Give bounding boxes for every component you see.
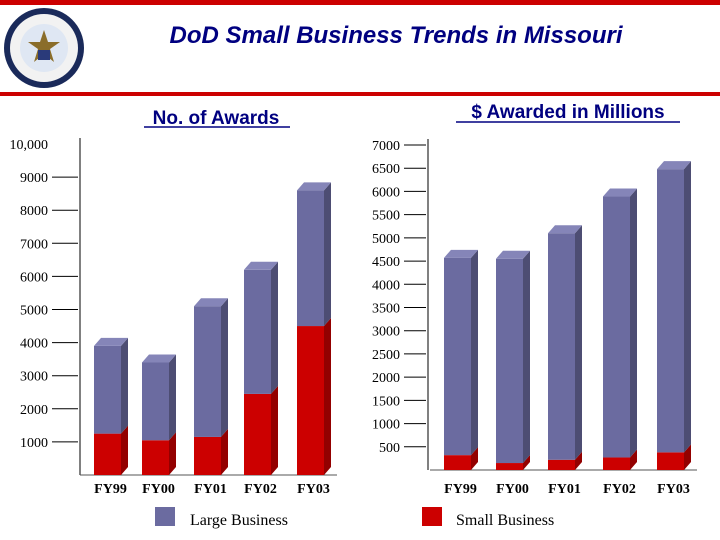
right-bar-small-fy02 (603, 457, 630, 470)
left-tick-label: 5000 (20, 304, 48, 319)
left-bar-small-fy99 (94, 433, 121, 475)
left-bar-side-large-fy03 (324, 182, 331, 327)
right-tick-label: 6000 (372, 185, 400, 200)
right-chart-title: $ Awarded in Millions (471, 102, 664, 123)
dod-seal-logo (4, 8, 84, 88)
right-bar-side-small-fy01 (575, 451, 582, 470)
right-bar-top-fy03 (657, 161, 691, 170)
right-category-label: FY03 (657, 482, 690, 497)
left-bar-top-fy00 (142, 354, 176, 363)
left-bar-side-small-fy01 (221, 428, 228, 475)
right-bar-large-fy03 (657, 169, 684, 453)
left-tick-label: 1000 (20, 436, 48, 451)
left-category-label: FY03 (297, 482, 330, 497)
right-bar-small-fy99 (444, 455, 471, 470)
right-tick-label: 3000 (372, 325, 400, 340)
left-bar-large-fy02 (244, 269, 271, 394)
right-tick-label: 5500 (372, 209, 400, 224)
right-bars: FY99 FY00 FY01 FY02 FY03 (444, 161, 691, 497)
left-bar-top-fy03 (297, 182, 331, 191)
right-bar-large-fy99 (444, 257, 471, 456)
left-bar-side-small-fy03 (324, 318, 331, 475)
left-tick-label: 9000 (20, 171, 48, 186)
right-tick-label: 6500 (372, 162, 400, 177)
right-tick-label: 3500 (372, 302, 400, 317)
right-bar-small-fy03 (657, 452, 684, 470)
right-bar-side-small-fy03 (684, 444, 691, 470)
left-chart-title: No. of Awards (153, 108, 280, 129)
right-bar-large-fy00 (496, 258, 523, 464)
left-category-label: FY99 (94, 482, 127, 497)
left-tick-label: 7000 (20, 237, 48, 252)
right-bar-side-large-fy00 (523, 250, 530, 464)
right-category-label: FY00 (496, 482, 529, 497)
right-bar-large-fy02 (603, 196, 630, 458)
legend-small-label: Small Business (456, 512, 554, 529)
right-category-label: FY02 (603, 482, 636, 497)
right-tick-label: 1000 (372, 418, 400, 433)
left-bar-large-fy99 (94, 345, 121, 434)
left-tick-label: 4000 (20, 337, 48, 352)
left-category-label: FY01 (194, 482, 227, 497)
left-bar-small-fy00 (142, 440, 169, 475)
right-axis: 500 1000 1500 2000 2500 3000 3500 4000 4500 5000 5… (372, 139, 697, 471)
legend-large-label: Large Business (190, 512, 288, 529)
left-bar-side-large-fy01 (221, 298, 228, 437)
title-rule (0, 92, 720, 96)
left-bar-side-large-fy02 (271, 261, 278, 394)
left-tick-label: 2000 (20, 403, 48, 418)
right-bar-small-fy00 (496, 463, 523, 470)
right-tick-label: 4000 (372, 278, 400, 293)
top-accent-bar (0, 0, 720, 5)
left-bars: FY99 FY00 FY01 FY02 FY03 (94, 182, 331, 497)
right-bar-side-large-fy03 (684, 161, 691, 453)
right-tick-label: 2000 (372, 371, 400, 386)
right-bar-top-fy01 (548, 225, 582, 234)
left-bar-side-large-fy00 (169, 354, 176, 441)
right-tick-label: 1500 (372, 394, 400, 409)
left-bar-top-fy99 (94, 337, 128, 346)
left-bar-small-fy01 (194, 436, 221, 475)
left-bar-side-large-fy99 (121, 337, 128, 434)
left-tick-label: 6000 (20, 270, 48, 285)
right-tick-label: 7000 (372, 139, 400, 154)
left-tick-label: 10,000 (10, 138, 49, 153)
right-bar-side-large-fy01 (575, 225, 582, 460)
page-title: DoD Small Business Trends in Missouri (169, 22, 623, 49)
left-bar-small-fy02 (244, 393, 271, 475)
left-category-label: FY00 (142, 482, 175, 497)
right-bar-top-fy00 (496, 250, 530, 259)
left-bar-small-fy03 (297, 326, 324, 475)
right-tick-label: 5000 (372, 232, 400, 247)
right-tick-label: 2500 (372, 348, 400, 363)
left-axis: 1000 2000 3000 4000 5000 6000 7000 8000 9000 10,0… (10, 138, 337, 476)
right-bar-side-small-fy00 (523, 455, 530, 470)
left-tick-label: 8000 (20, 204, 48, 219)
left-category-label: FY02 (244, 482, 277, 497)
left-bar-top-fy02 (244, 261, 278, 270)
left-bar-large-fy01 (194, 306, 221, 437)
left-tick-label: 3000 (20, 370, 48, 385)
right-bar-side-small-fy02 (630, 449, 637, 470)
left-bar-side-small-fy00 (169, 432, 176, 475)
right-bar-side-large-fy99 (471, 249, 478, 456)
right-bar-top-fy99 (444, 249, 478, 258)
left-bar-side-small-fy02 (271, 385, 278, 475)
right-bar-side-small-fy99 (471, 447, 478, 470)
left-bar-large-fy00 (142, 362, 169, 441)
right-category-label: FY01 (548, 482, 581, 497)
right-bar-large-fy01 (548, 233, 575, 460)
legend-small-swatch (422, 507, 442, 526)
right-tick-label: 500 (379, 441, 400, 456)
right-category-label: FY99 (444, 482, 477, 497)
legend-large-swatch (155, 507, 175, 526)
right-bar-top-fy02 (603, 188, 637, 197)
left-bar-side-small-fy99 (121, 425, 128, 475)
left-bar-top-fy01 (194, 298, 228, 307)
right-tick-label: 4500 (372, 255, 400, 270)
right-bar-small-fy01 (548, 459, 575, 470)
left-bar-large-fy03 (297, 190, 324, 327)
right-bar-side-large-fy02 (630, 188, 637, 458)
